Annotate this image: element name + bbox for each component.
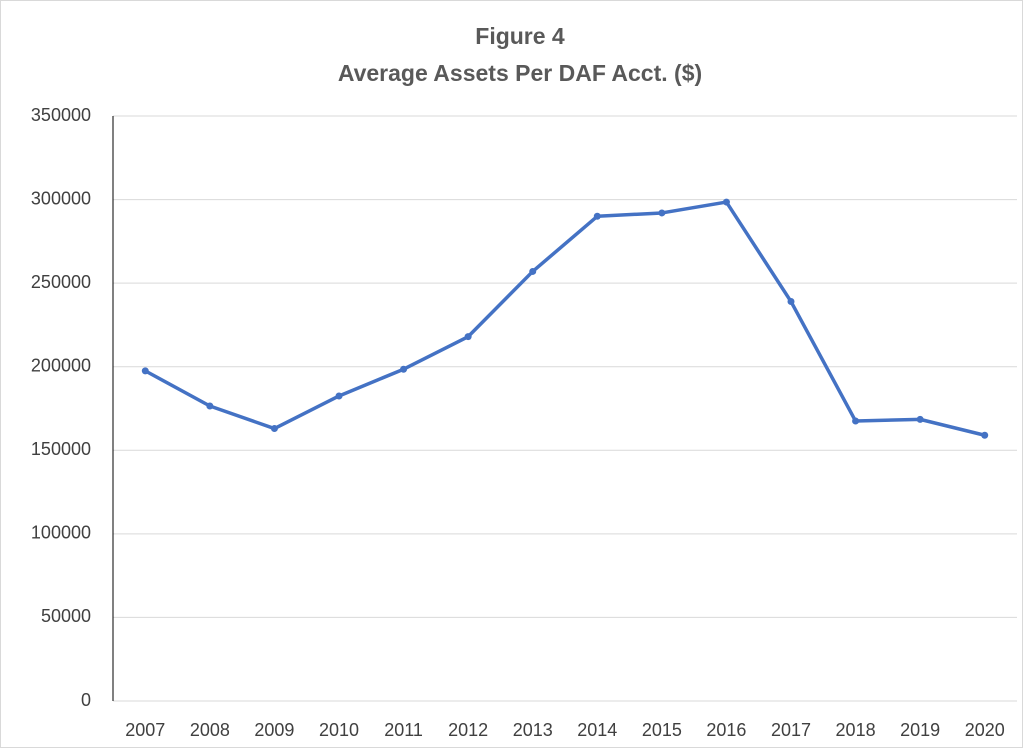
point [206, 402, 214, 410]
x-tick-label: 2009 [254, 720, 294, 740]
y-tick-label: 300000 [31, 188, 91, 208]
point [916, 415, 924, 423]
point [335, 392, 343, 400]
x-tick-label: 2010 [319, 720, 359, 740]
point [270, 425, 278, 433]
point [464, 333, 472, 341]
y-tick-label: 150000 [31, 439, 91, 459]
point [981, 431, 989, 439]
chart-subtitle: Average Assets Per DAF Acct. ($) [338, 60, 702, 86]
point [400, 365, 408, 373]
chart-title: Figure 4 [475, 23, 565, 49]
point [141, 367, 149, 375]
point [658, 209, 666, 217]
point [529, 267, 537, 275]
x-tick-label: 2011 [384, 720, 423, 740]
x-tick-label: 2019 [900, 720, 940, 740]
x-tick-label: 2018 [836, 720, 876, 740]
point [787, 298, 795, 306]
y-tick-label: 0 [81, 690, 91, 710]
point [852, 417, 860, 425]
point [722, 198, 730, 206]
x-tick-label: 2015 [642, 720, 682, 740]
y-tick-label: 350000 [31, 105, 91, 125]
x-tick-label: 2012 [448, 720, 488, 740]
line-series [144, 200, 986, 437]
x-tick-label: 2007 [125, 720, 165, 740]
y-tick-label: 50000 [41, 606, 91, 626]
y-tick-label: 100000 [31, 523, 91, 543]
y-tick-label: 250000 [31, 272, 91, 292]
x-tick-label: 2014 [577, 720, 617, 740]
y-tick-label: 200000 [31, 355, 91, 375]
x-tick-label: 2008 [190, 720, 230, 740]
x-tick-label: 2013 [513, 720, 553, 740]
point [593, 212, 601, 220]
x-tick-label: 2017 [771, 720, 811, 740]
x-tick-label: 2016 [706, 720, 746, 740]
x-tick-label: 2020 [965, 720, 1005, 740]
